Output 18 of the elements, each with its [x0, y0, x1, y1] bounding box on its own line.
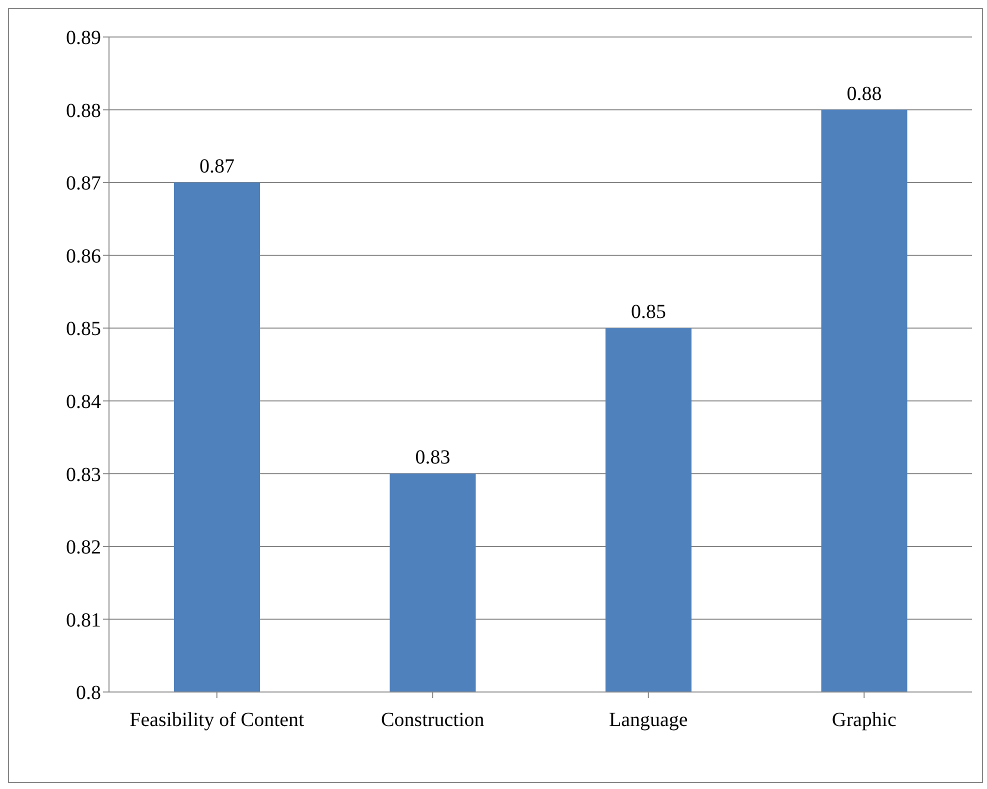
y-tick-label: 0.82	[66, 536, 101, 559]
x-tick-label: Graphic	[832, 709, 896, 732]
data-label: 0.83	[415, 446, 450, 469]
x-tick-label: Construction	[380, 709, 484, 732]
y-tick-label: 0.87	[66, 172, 101, 195]
y-tick-label: 0.83	[66, 464, 101, 486]
y-tick-label: 0.86	[66, 245, 101, 268]
y-tick-label: 0.85	[66, 318, 101, 340]
y-tick-label: 0.89	[66, 27, 101, 50]
y-tick-label: 0.84	[66, 390, 101, 413]
y-tick-label: 0.88	[66, 100, 101, 122]
data-label: 0.87	[200, 156, 234, 178]
data-label: 0.85	[631, 301, 666, 324]
y-tick-label: 0.81	[66, 609, 101, 632]
x-tick-label: Feasibility of Content	[130, 709, 305, 732]
data-label: 0.88	[846, 82, 882, 105]
y-tick-label: 0.8	[76, 682, 101, 704]
x-tick-label: Language	[608, 709, 688, 732]
